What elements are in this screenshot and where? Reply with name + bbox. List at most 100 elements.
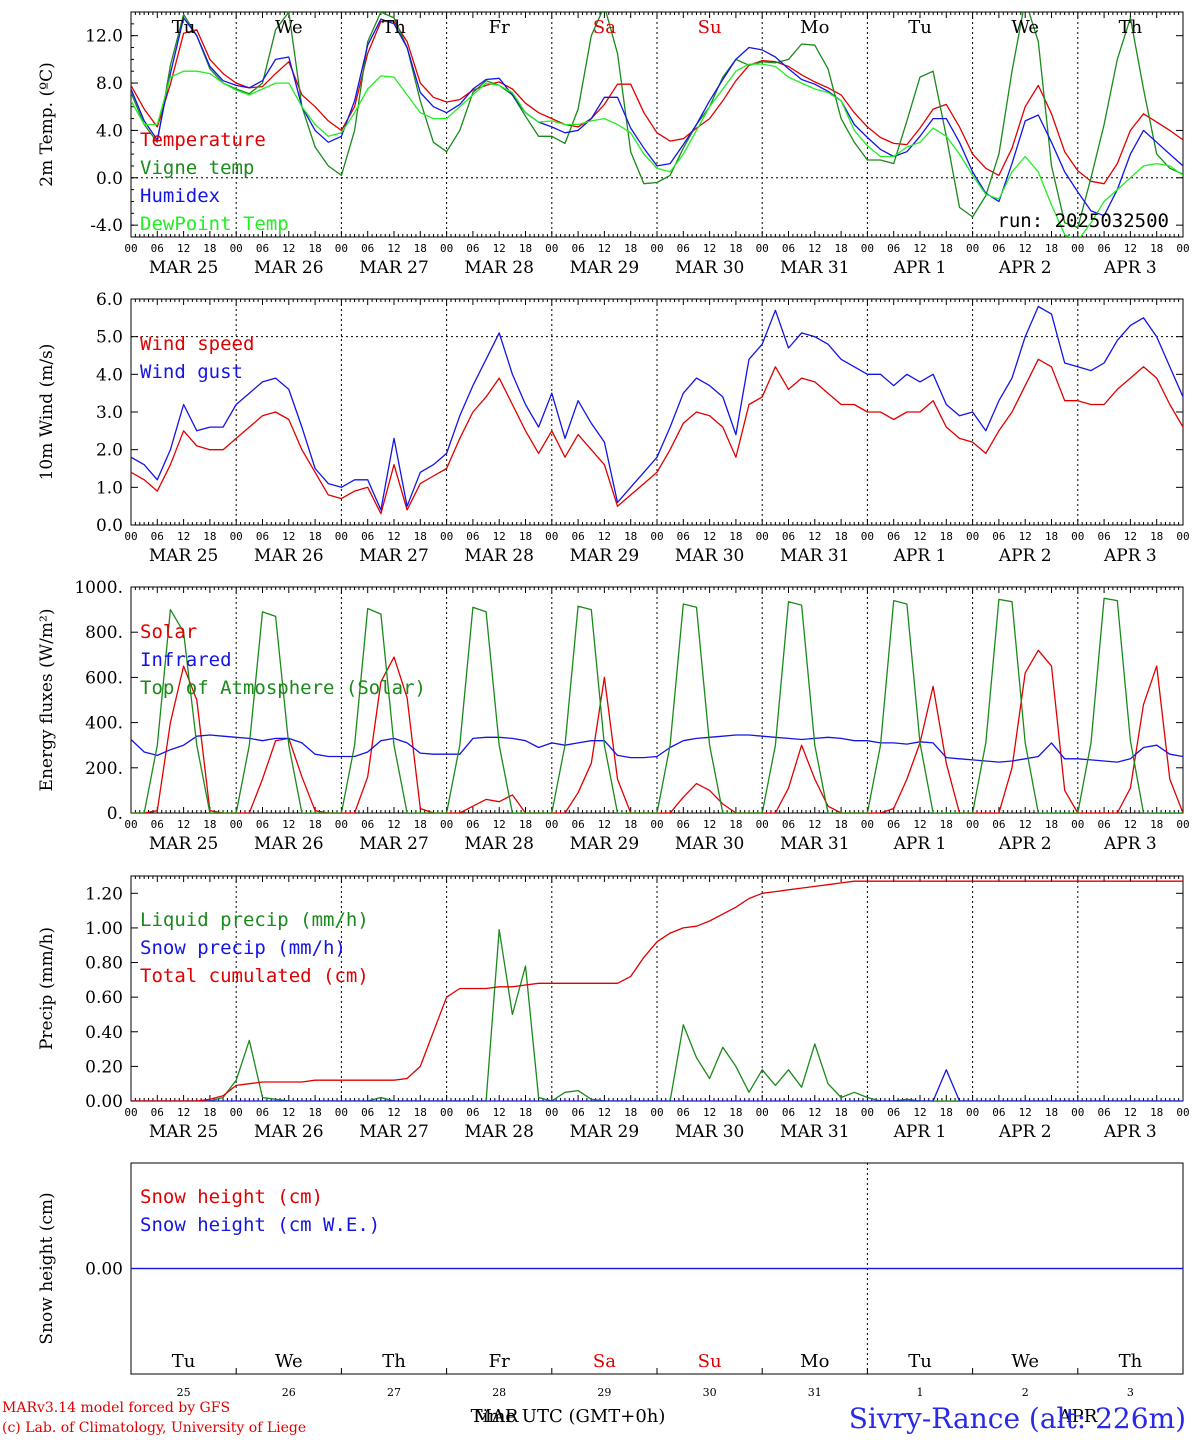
date-label: MAR 30 (675, 834, 745, 854)
plot-frame (130, 586, 1184, 814)
date-label: MAR 29 (570, 834, 640, 854)
hour-tick-label: 18 (203, 818, 216, 831)
hour-tick-label: 06 (1097, 530, 1110, 543)
hour-tick-label: 12 (177, 1106, 190, 1119)
hour-tick-label: 12 (808, 1106, 821, 1119)
hour-tick-label: 06 (887, 530, 900, 543)
day-number-label: 25 (177, 1386, 191, 1399)
hour-tick-label: 06 (256, 818, 269, 831)
legend-entry: Vigne temp (140, 157, 254, 179)
hour-tick-label: 06 (782, 1106, 795, 1119)
hour-tick-label: 06 (887, 242, 900, 255)
y-tick-label: 1000. (74, 578, 123, 598)
hour-tick-label: 06 (256, 530, 269, 543)
hour-tick-label: 18 (203, 242, 216, 255)
day-number-label: 3 (1127, 1386, 1134, 1399)
hour-tick-label: 06 (887, 1106, 900, 1119)
hour-tick-label: 12 (598, 1106, 611, 1119)
hour-tick-label: 00 (650, 818, 663, 831)
hour-tick-label: 06 (466, 530, 479, 543)
hour-tick-label: 18 (1045, 530, 1058, 543)
hour-tick-label: 12 (913, 1106, 926, 1119)
day-number-label: 2 (1022, 1386, 1029, 1399)
hour-tick-label: 00 (1176, 530, 1189, 543)
panel-snow: 25 26 27 28 29 30 31 1 2 3 0.00 Snow height (cm) Sno… (37, 1162, 1184, 1399)
date-label: APR 1 (893, 258, 947, 278)
hour-tick-label: 06 (256, 1106, 269, 1119)
hour-tick-label: 12 (1019, 818, 1032, 831)
series-group (131, 597, 1183, 813)
hour-tick-label: 06 (361, 530, 374, 543)
hour-tick-label: 12 (282, 1106, 295, 1119)
y-tick-label: 0.00 (85, 1092, 123, 1112)
hour-tick-label: 18 (729, 530, 742, 543)
date-label: MAR 28 (464, 1122, 534, 1142)
hour-tick-label: 12 (282, 530, 295, 543)
hour-tick-label: 18 (414, 1106, 427, 1119)
series-line-wind-gust (131, 305, 1183, 511)
hour-tick-label: 12 (177, 530, 190, 543)
hour-tick-label: 18 (834, 530, 847, 543)
hour-tick-label: 06 (466, 242, 479, 255)
hour-tick-label: 06 (151, 1106, 164, 1119)
hour-tick-label: 18 (834, 242, 847, 255)
hour-tick-label: 00 (650, 530, 663, 543)
day-number-label: 27 (387, 1386, 401, 1399)
hour-tick-label: 12 (1124, 242, 1137, 255)
hour-tick-label: 00 (1176, 242, 1189, 255)
date-label: APR 1 (893, 834, 947, 854)
hour-tick-label: 00 (124, 242, 137, 255)
series-line-dewpoint-temp (131, 63, 1183, 237)
y-tick-label: 0.80 (85, 954, 123, 974)
hour-tick-label: 00 (966, 818, 979, 831)
y-axis-label: 2m Temp. (ºC) (37, 62, 57, 187)
hour-tick-label: 06 (782, 242, 795, 255)
hour-tick-label: 18 (624, 242, 637, 255)
hour-tick-label: 06 (782, 530, 795, 543)
hour-tick-label: 12 (282, 818, 295, 831)
hour-tick-label: 18 (1045, 818, 1058, 831)
date-label: APR 2 (998, 546, 1052, 566)
series-line-humidex (131, 17, 1183, 217)
hour-tick-label: 18 (624, 1106, 637, 1119)
hour-tick-label: 00 (440, 1106, 453, 1119)
y-tick-label: 12.0 (85, 27, 123, 47)
hour-tick-label: 12 (1019, 242, 1032, 255)
date-label: MAR 31 (780, 1122, 850, 1142)
hour-tick-label: 12 (177, 818, 190, 831)
hour-tick-label: 18 (308, 818, 321, 831)
date-label: MAR 26 (254, 1122, 324, 1142)
hour-tick-label: 18 (203, 530, 216, 543)
y-tick-label: 0.20 (85, 1057, 123, 1077)
hour-tick-label: 00 (440, 242, 453, 255)
hour-tick-label: 00 (756, 1106, 769, 1119)
hour-tick-label: 18 (308, 242, 321, 255)
legend-entry: Solar (140, 621, 197, 643)
hour-tick-label: 06 (466, 1106, 479, 1119)
y-tick-label: 0.0 (96, 516, 123, 536)
lab-credit: (c) Lab. of Climatology, University of L… (2, 1420, 307, 1436)
hour-tick-label: 00 (230, 242, 243, 255)
y-tick-label: 1.00 (85, 919, 123, 939)
hour-tick-label: 12 (387, 242, 400, 255)
day-number-label: 1 (917, 1386, 924, 1399)
hour-tick-label: 12 (493, 1106, 506, 1119)
hour-tick-label: 06 (782, 818, 795, 831)
y-tick-label: 2.0 (96, 441, 123, 461)
hour-tick-label: 12 (493, 530, 506, 543)
legend-entry: Wind gust (140, 361, 243, 383)
hour-tick-label: 00 (1071, 1106, 1084, 1119)
hour-tick-label: 18 (1150, 242, 1163, 255)
date-label: MAR 25 (149, 258, 219, 278)
date-label: MAR 31 (780, 258, 850, 278)
hour-tick-label: 00 (1071, 530, 1084, 543)
hour-tick-label: 00 (545, 242, 558, 255)
hour-tick-label: 06 (677, 1106, 690, 1119)
series-line-top-of-atmosphere-solar- (131, 597, 1183, 813)
hour-tick-label: 12 (1124, 818, 1137, 831)
hour-tick-label: 18 (308, 530, 321, 543)
hour-tick-label: 18 (308, 1106, 321, 1119)
hour-tick-label: 12 (387, 530, 400, 543)
legend-entry: Wind speed (140, 333, 254, 355)
date-label: APR 1 (893, 546, 947, 566)
